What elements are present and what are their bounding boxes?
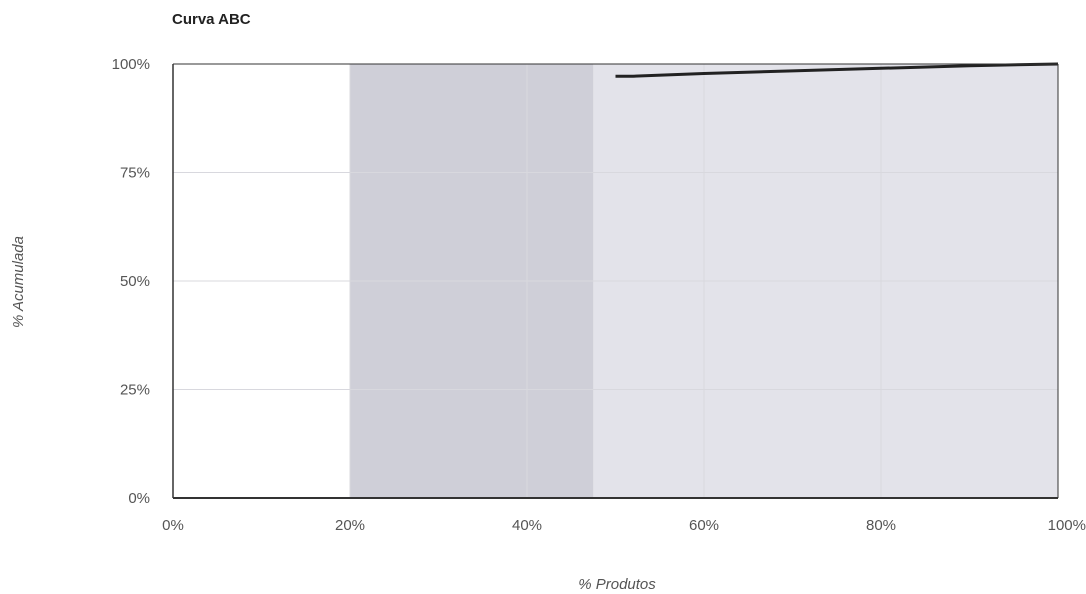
y-tick-labels: 0% 25% 50% 75% 100%	[112, 56, 150, 507]
y-tick-label: 50%	[120, 273, 150, 290]
series-lines	[615, 62, 1059, 78]
x-axis-title: % Produtos	[578, 576, 656, 593]
axes	[172, 63, 1059, 499]
x-tick-label: 60%	[689, 517, 719, 534]
x-tick-label: 40%	[512, 517, 542, 534]
y-tick-label: 25%	[120, 382, 150, 399]
x-tick-label: 0%	[162, 517, 184, 534]
chart-title: Curva ABC	[172, 11, 251, 28]
x-tick-label: 100%	[1048, 517, 1086, 534]
y-axis-title: % Acumulada	[10, 236, 27, 328]
x-tick-labels: 0% 20% 40% 60% 80% 100%	[162, 517, 1086, 534]
series-line-0	[615, 62, 1059, 78]
y-tick-label: 100%	[112, 56, 150, 73]
x-tick-label: 20%	[335, 517, 365, 534]
x-tick-label: 80%	[866, 517, 896, 534]
y-tick-label: 0%	[128, 490, 150, 507]
y-tick-label: 75%	[120, 165, 150, 182]
